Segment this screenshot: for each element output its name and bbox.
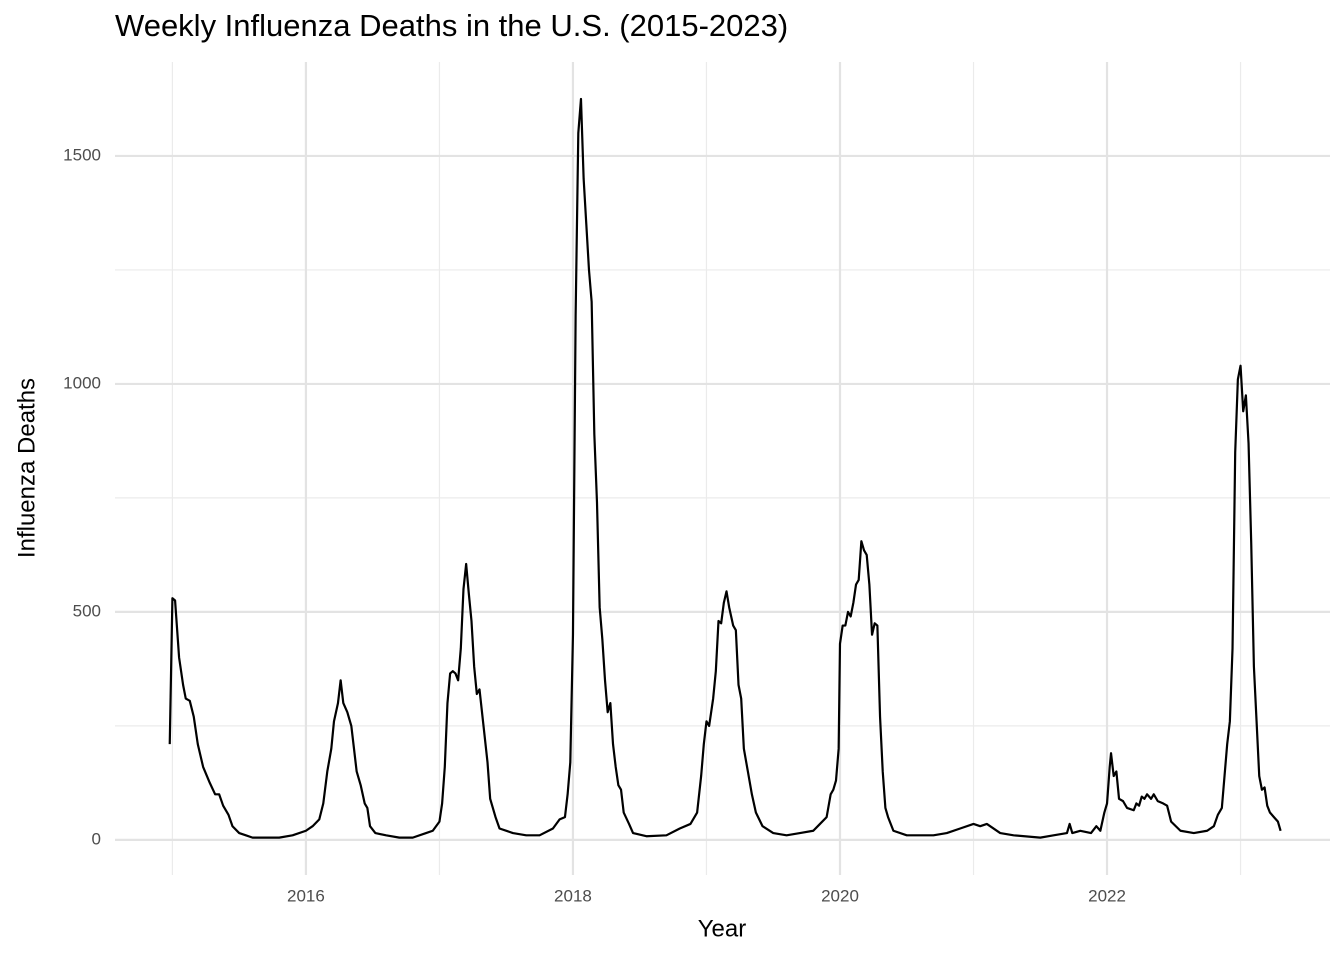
x-axis-label: Year — [698, 915, 747, 942]
y-tick-label: 0 — [92, 829, 101, 848]
y-tick-label: 1000 — [63, 373, 101, 392]
x-tick-label: 2022 — [1088, 886, 1126, 905]
x-tick-label: 2018 — [554, 886, 592, 905]
chart-title: Weekly Influenza Deaths in the U.S. (201… — [115, 8, 788, 43]
grid — [115, 62, 1330, 875]
y-tick-label: 1500 — [63, 145, 101, 164]
x-tick-label: 2016 — [287, 886, 325, 905]
y-axis-label: Influenza Deaths — [13, 378, 40, 558]
x-tick-label: 2020 — [821, 886, 859, 905]
y-tick-label: 500 — [73, 601, 101, 620]
data-line — [168, 97, 1282, 839]
